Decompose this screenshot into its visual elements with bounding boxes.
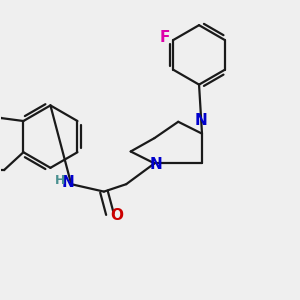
Text: N: N bbox=[62, 175, 75, 190]
Text: O: O bbox=[110, 208, 123, 223]
Text: H: H bbox=[55, 174, 65, 187]
Text: N: N bbox=[150, 158, 162, 172]
Text: N: N bbox=[194, 113, 207, 128]
Text: F: F bbox=[160, 30, 170, 45]
